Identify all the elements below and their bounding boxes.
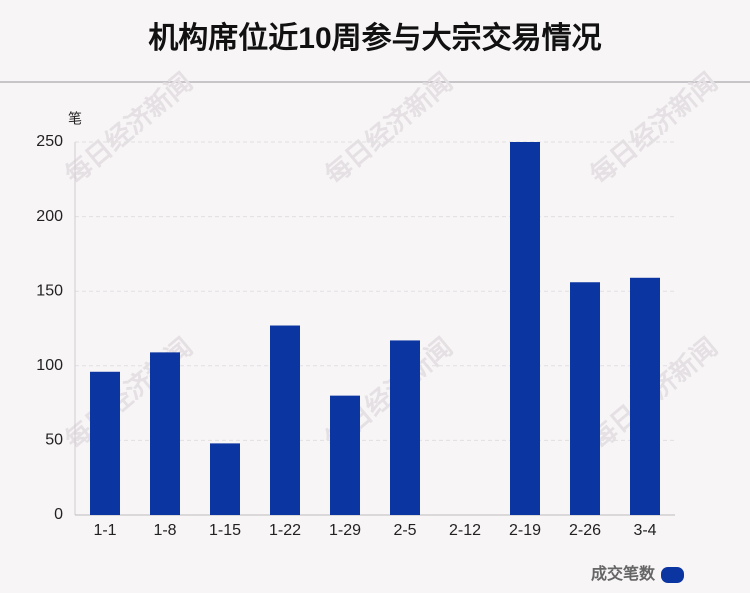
x-tick-label: 3-4 — [633, 522, 656, 539]
y-axis-label: 笔 — [68, 111, 82, 127]
bar — [330, 395, 360, 515]
y-tick-label: 200 — [36, 208, 63, 225]
y-tick-label: 50 — [45, 432, 63, 449]
bar — [630, 277, 660, 515]
x-tick-label: 1-29 — [329, 522, 361, 539]
y-tick-label: 100 — [36, 357, 63, 374]
x-tick-label: 1-15 — [209, 522, 241, 539]
bar — [510, 142, 540, 515]
legend-swatch — [661, 567, 684, 583]
y-tick-label: 0 — [54, 506, 63, 523]
x-tick-label: 1-1 — [93, 522, 116, 539]
bar — [390, 340, 420, 515]
bar — [150, 352, 180, 515]
bar — [90, 371, 120, 515]
bar — [570, 282, 600, 515]
bar — [270, 325, 300, 515]
y-tick-label: 250 — [36, 133, 63, 150]
x-tick-label: 1-8 — [153, 522, 176, 539]
x-tick-label: 2-12 — [449, 522, 481, 539]
legend-label: 成交笔数 — [591, 564, 656, 583]
x-tick-label: 2-19 — [509, 522, 541, 539]
chart-title: 机构席位近10周参与大宗交易情况 — [148, 21, 601, 55]
x-tick-label: 1-22 — [269, 522, 301, 539]
y-tick-label: 150 — [36, 282, 63, 299]
x-tick-label: 2-5 — [393, 522, 416, 539]
x-tick-label: 2-26 — [569, 522, 601, 539]
bar — [210, 443, 240, 515]
